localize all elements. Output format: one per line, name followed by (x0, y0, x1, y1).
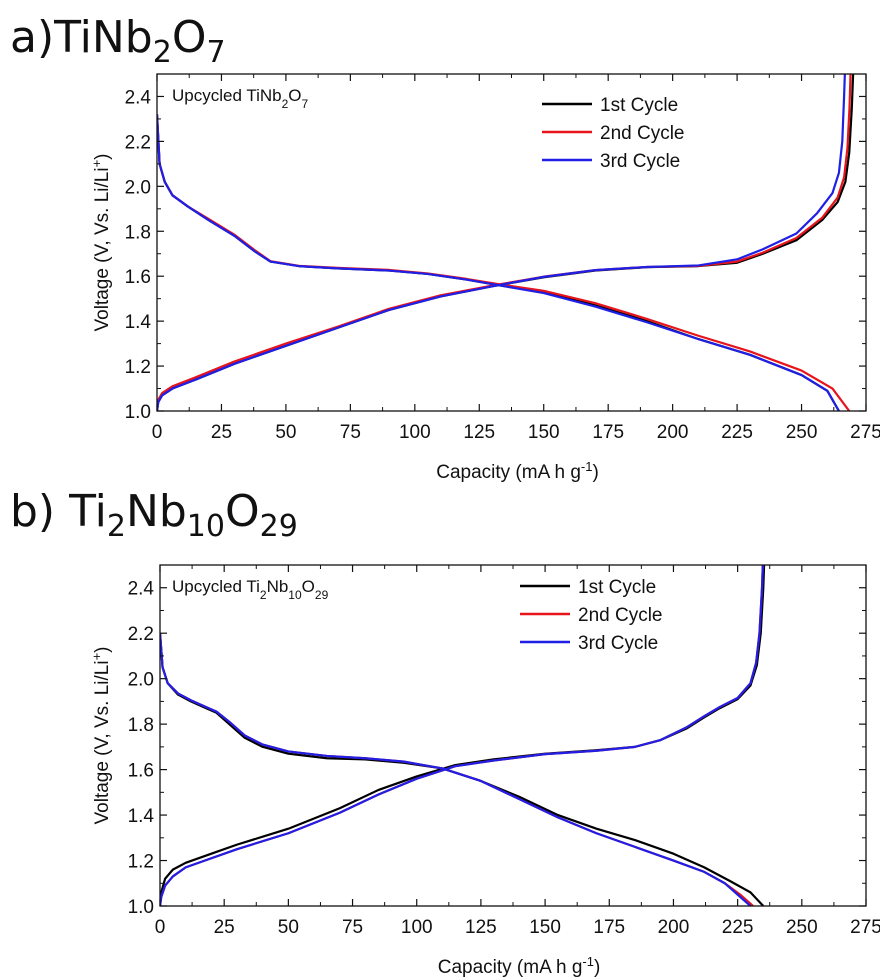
panel-b-series-3-charge-line (160, 565, 764, 906)
panel-a-series-1-charge-line (157, 74, 855, 411)
panel-a-x-tick-label: 100 (399, 422, 431, 443)
panel-a-y-tick-label: 1.4 (125, 312, 152, 333)
panel-a-series-3-charge-line (157, 74, 846, 411)
panel-a-legend-label-3: 3rd Cycle (600, 151, 680, 172)
panel-a-x-axis-label: Capacity (mA h g-1) (436, 459, 599, 484)
panel-a-legend-label-1: 1st Cycle (600, 95, 678, 116)
panel-a-plot: 0 25 50 75 100 125 150 175 200 225 250 275 1.0 1.2 1.4… (89, 73, 880, 484)
panel-a-x-tick-label: 200 (657, 422, 689, 443)
panel-b-y-tick-label: 1.6 (128, 761, 154, 782)
panel-letter: a) (10, 12, 55, 63)
panel-b-annotation: Upcycled Ti2Nb10O29 (172, 577, 329, 602)
panel-b-legend-label-2: 2nd Cycle (578, 605, 663, 626)
panel-a-x-tick-label: 75 (340, 422, 361, 443)
panel-a-series-2-discharge-line (157, 114, 851, 411)
panel-b-x-tick-label: 275 (850, 917, 880, 938)
panel-a-y-tick-label: 1.0 (125, 402, 151, 423)
panel-a-x-tick-label: 150 (528, 422, 560, 443)
panel-b-y-tick-label: 1.8 (128, 715, 154, 736)
panel-a-series-2-charge-line (157, 74, 852, 411)
panel-a-x-tick-label: 25 (211, 422, 232, 443)
panel-b-y-tick-label: 2.4 (128, 579, 155, 600)
panel-b-x-tick-label: 100 (401, 917, 433, 938)
panel-b-x-tick-label: 175 (593, 917, 625, 938)
panel-b-series-1-discharge-line (160, 633, 765, 906)
panel-b-legend-label-3: 3rd Cycle (578, 633, 658, 654)
panel-a-plot-frame (156, 73, 867, 412)
panel-a-legend-label-2: 2nd Cycle (600, 123, 685, 144)
panel-a-x-tick-label: 175 (592, 422, 624, 443)
panel-a-x-tick-label: 50 (275, 422, 296, 443)
panel-a-x-tick-label: 275 (850, 422, 880, 443)
panel-a-x-tick-label: 225 (721, 422, 753, 443)
panel-a-title: a)TiNb2O7 (10, 12, 226, 70)
panel-a-x-tick-label: 0 (152, 422, 163, 443)
panel-b-x-tick-label: 25 (214, 917, 235, 938)
panel-a-y-tick-label: 2.4 (125, 87, 152, 108)
panel-a-y-tick-label: 1.8 (125, 222, 151, 243)
panel-b-series-3-discharge-line (160, 633, 752, 906)
panel-b-x-tick-label: 0 (155, 917, 166, 938)
panel-letter: b) (10, 486, 70, 537)
panel-b-y-axis-label: Voltage (V, Vs. Li/Li+) (89, 647, 114, 825)
panel-b-x-axis-label: Capacity (mA h g-1) (438, 954, 601, 979)
panel-b-x-tick-label: 150 (529, 917, 561, 938)
panel-b-x-tick-label: 250 (786, 917, 818, 938)
panel-a-y-tick-label: 1.2 (125, 357, 151, 378)
panel-a-series-3-discharge-line (157, 114, 840, 411)
panel-b-y-tick-label: 2.2 (128, 624, 154, 645)
panel-b-y-tick-label: 1.0 (128, 897, 154, 918)
panel-a-y-tick-label: 1.6 (125, 267, 151, 288)
panel-b-legend-label-1: 1st Cycle (578, 577, 656, 598)
panel-a-annotation: Upcycled TiNb2O7 (172, 86, 309, 111)
panel-a-y-tick-label: 2.2 (125, 132, 151, 153)
panel-b-y-tick-label: 1.4 (128, 806, 155, 827)
panel-b-plot: 0 25 50 75 100 125 150 175 200 225 250 275 1.0 1.2 1.4… (89, 564, 880, 979)
panel-b-x-tick-label: 50 (278, 917, 299, 938)
panel-b-x-tick-label: 225 (722, 917, 754, 938)
panel-b-x-tick-label: 75 (342, 917, 363, 938)
panel-a-y-axis-label: Voltage (V, Vs. Li/Li+) (89, 154, 114, 332)
panel-b-y-tick-label: 1.2 (128, 852, 154, 873)
panel-b-x-tick-label: 125 (465, 917, 497, 938)
panel-a-x-tick-label: 250 (786, 422, 818, 443)
panel-b-title: b) Ti2Nb10O29 (10, 486, 298, 544)
panel-a-y-tick-label: 2.0 (125, 177, 151, 198)
panel-b-series-2-discharge-line (160, 633, 754, 906)
panel-a-x-tick-label: 125 (463, 422, 495, 443)
panel-b-x-tick-label: 200 (658, 917, 690, 938)
panel-b-y-tick-label: 2.0 (128, 670, 154, 691)
